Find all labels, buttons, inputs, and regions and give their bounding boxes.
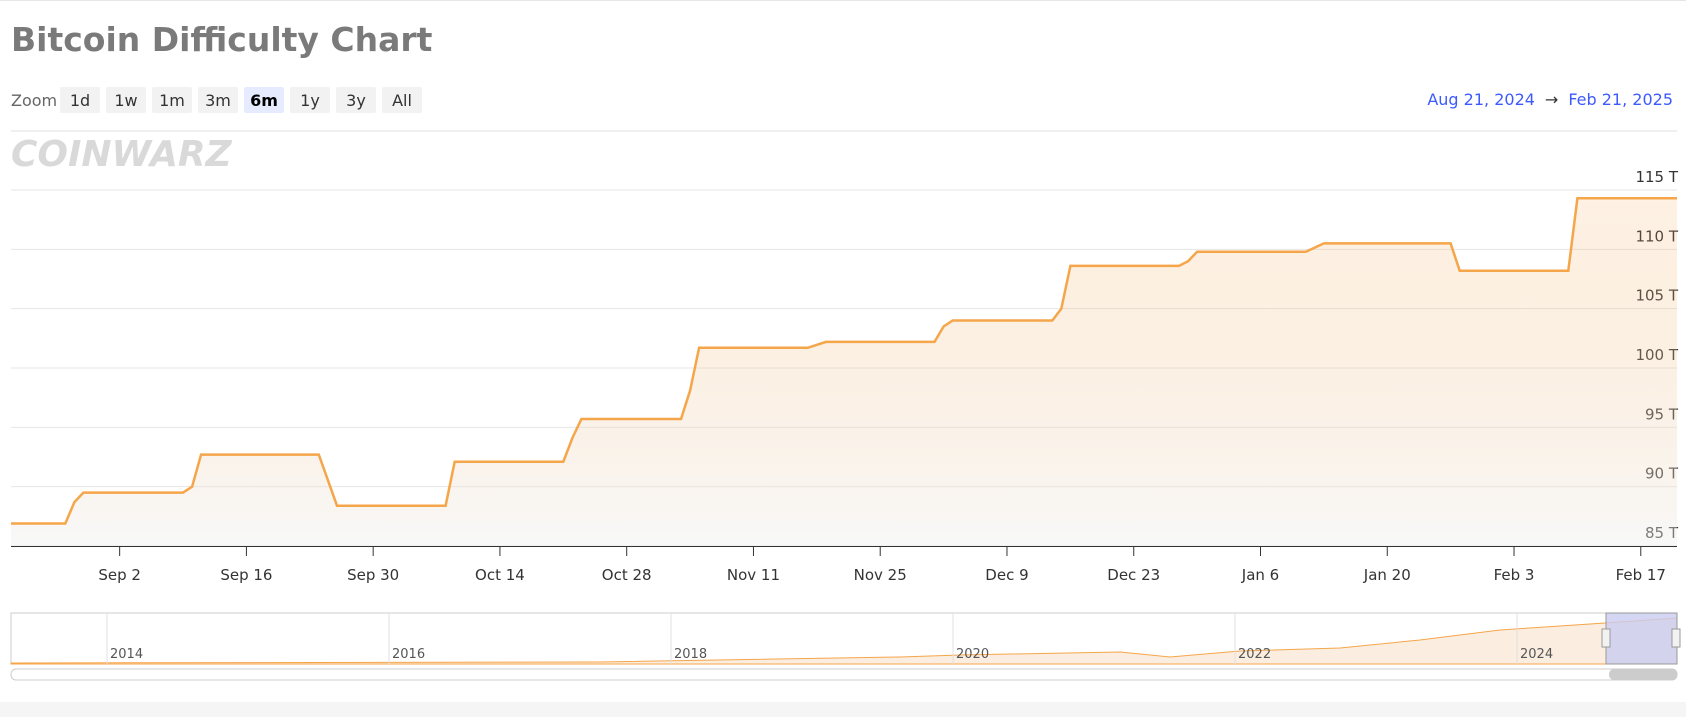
navigator-year: 2020 (956, 647, 989, 662)
zoom-button[interactable] (60, 87, 100, 113)
zoom-button-label[interactable]: 3m (205, 91, 231, 110)
x-tick-label: Feb 3 (1494, 566, 1535, 584)
navigator-handle[interactable] (1671, 628, 1681, 648)
x-tick-label: Oct 14 (475, 566, 525, 584)
navigator-year: 2014 (110, 647, 143, 662)
zoom-button[interactable] (198, 87, 238, 113)
scrollbar-thumb[interactable] (1609, 669, 1677, 680)
x-tick-label: Sep 30 (347, 566, 399, 584)
zoom-button[interactable] (152, 87, 192, 113)
x-tick-label: Sep 2 (98, 566, 141, 584)
x-tick-label: Dec 23 (1107, 566, 1160, 584)
range-part: → (1545, 90, 1558, 109)
navigator-year: 2016 (392, 647, 425, 662)
y-tick-label: 115 T (1635, 168, 1678, 186)
navigator-year: 2022 (1238, 647, 1271, 662)
range-part: Feb 21, 2025 (1568, 90, 1673, 109)
navigator-window[interactable] (1605, 612, 1678, 665)
date-range: Aug 21, 2024 → Feb 21, 2025 (1427, 90, 1673, 109)
x-tick-label: Nov 11 (727, 566, 780, 584)
zoom-button-label[interactable]: 1y (300, 91, 320, 110)
x-tick-label: Oct 28 (602, 566, 652, 584)
x-tick-label: Jan 20 (1363, 566, 1411, 584)
zoom-button-label[interactable]: All (392, 91, 412, 110)
footer-band (0, 702, 1686, 717)
zoom-button[interactable] (106, 87, 146, 113)
x-tick-label: Dec 9 (985, 566, 1028, 584)
zoom-button[interactable] (290, 87, 330, 113)
zoom-button-label[interactable]: 1d (70, 91, 90, 110)
zoom-button[interactable] (244, 87, 284, 113)
zoom-button[interactable] (336, 87, 376, 113)
zoom-button-label[interactable]: 1w (114, 91, 137, 110)
scrollbar[interactable] (10, 668, 1678, 681)
x-tick-label: Feb 17 (1616, 566, 1666, 584)
x-tick-label: Nov 25 (854, 566, 907, 584)
watermark: COINWARZ (11, 134, 233, 175)
zoom-button-label[interactable]: 3y (346, 91, 366, 110)
x-tick-label: Jan 6 (1241, 566, 1279, 584)
line (11, 197, 1677, 525)
title: Bitcoin Difficulty Chart (11, 20, 433, 59)
x-tick-label: Sep 16 (220, 566, 272, 584)
zoom-button-label[interactable]: 6m (250, 91, 278, 110)
zoom-label: Zoom (11, 91, 57, 110)
zoom-button-label[interactable]: 1m (159, 91, 185, 110)
navigator-years: 2014 2016 2018 2020 2022 2024 (106, 613, 1553, 664)
zoom-buttons: 1d 1w 1m 3m 6m 1y 3y All (60, 87, 422, 113)
navigator-year: 2018 (674, 647, 707, 662)
area (11, 198, 1677, 547)
range-part: Aug 21, 2024 (1427, 90, 1535, 109)
navigator-handle[interactable] (1601, 628, 1611, 648)
zoom-button[interactable] (382, 87, 422, 113)
navigator-year: 2024 (1520, 647, 1553, 662)
